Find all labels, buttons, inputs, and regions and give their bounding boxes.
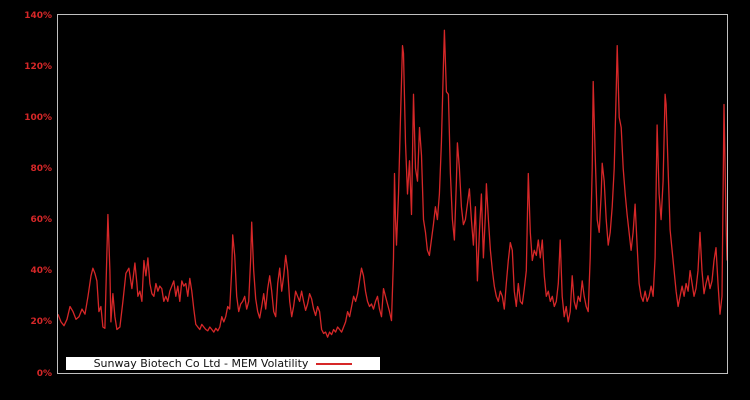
y-tick-label-80pct: 80%	[30, 163, 52, 174]
y-tick-label-140pct: 140%	[24, 10, 52, 21]
plot-area: Sunway Biotech Co Ltd - MEM Volatility	[57, 14, 728, 374]
legend-label: Sunway Biotech Co Ltd - MEM Volatility	[93, 357, 309, 370]
y-tick-label-60pct: 60%	[30, 215, 52, 226]
y-tick-label-40pct: 40%	[30, 266, 52, 277]
y-tick-label-20pct: 20%	[30, 317, 52, 328]
y-tick-label-120pct: 120%	[24, 61, 52, 72]
y-tick-label-0pct: 0%	[36, 368, 52, 379]
y-tick-label-100pct: 100%	[24, 112, 52, 123]
volatility-line-chart	[58, 29, 727, 338]
legend-line-sample	[316, 362, 353, 365]
volatility-polyline	[58, 29, 727, 338]
legend: Sunway Biotech Co Ltd - MEM Volatility	[66, 357, 380, 370]
